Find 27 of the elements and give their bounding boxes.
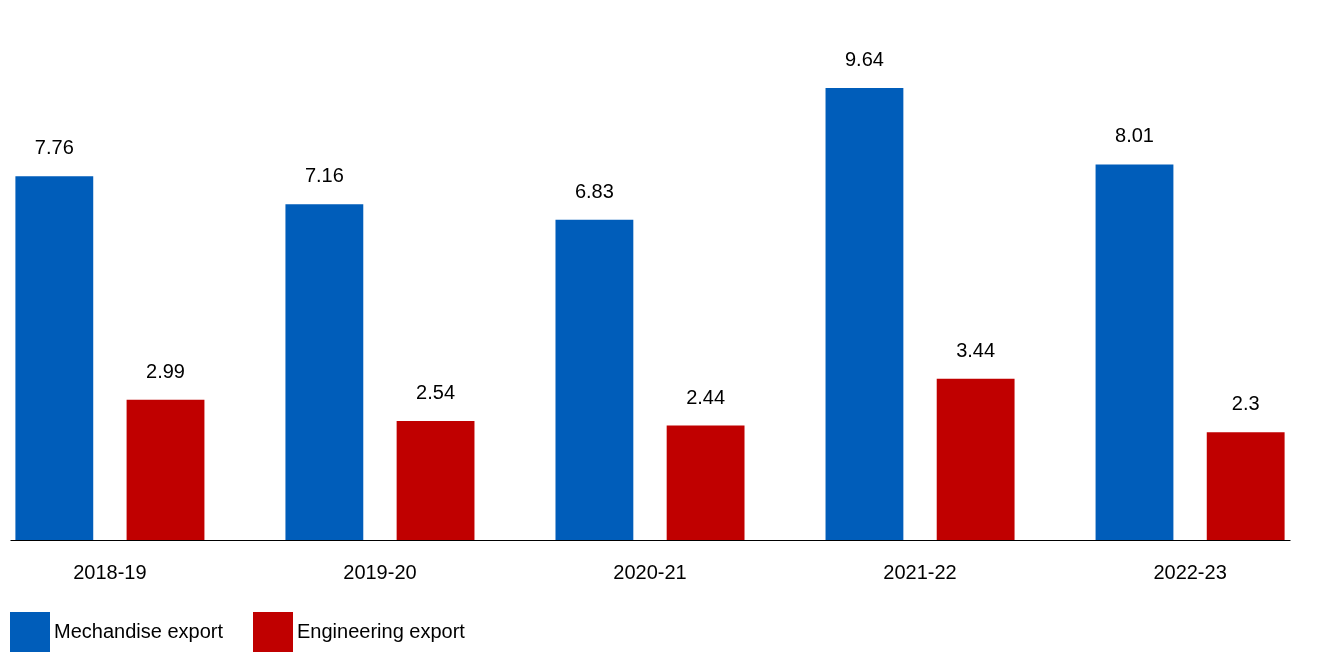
data-label: 8.01 (1115, 124, 1154, 147)
x-tick-label: 2019-20 (343, 560, 417, 583)
x-tick-label: 2021-22 (883, 560, 957, 583)
data-label: 7.76 (34, 136, 74, 159)
legend-label: Engineering export (297, 620, 466, 642)
bar (666, 425, 745, 540)
data-label: 7.16 (304, 164, 344, 187)
legend-label: Mechandise export (54, 620, 224, 642)
bar (396, 420, 475, 540)
data-label: 2.54 (416, 380, 456, 403)
data-label: 9.64 (844, 48, 884, 70)
data-label: 2.44 (686, 385, 726, 408)
x-tick-label: 2020-21 (613, 560, 687, 583)
data-label: 2.99 (146, 359, 185, 382)
bar (15, 176, 94, 540)
bar (936, 378, 1015, 540)
x-tick-label: 2018-19 (73, 560, 147, 583)
bar (825, 88, 904, 540)
x-tick-label: 2022-23 (1153, 560, 1227, 583)
data-label: 2.3 (1231, 392, 1260, 415)
bar (1206, 432, 1285, 540)
bar (1095, 164, 1174, 540)
bar (285, 204, 364, 540)
bar (555, 219, 634, 540)
data-label: 6.83 (574, 179, 614, 202)
data-label: 3.44 (956, 338, 996, 361)
bar (126, 399, 205, 540)
